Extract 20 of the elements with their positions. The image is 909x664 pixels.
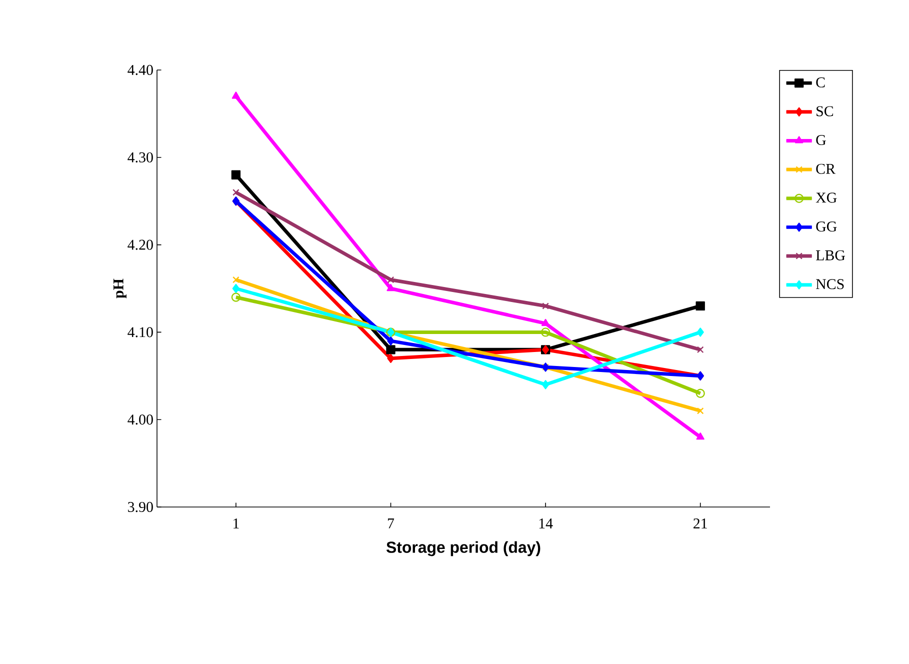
y-axis-title: pH: [114, 278, 126, 298]
x-tick-label: 7: [388, 518, 394, 528]
y-tick-label: 4.30: [128, 152, 153, 162]
y-tick-label: 4.40: [128, 64, 153, 76]
y-tick-label: 4.10: [128, 327, 153, 338]
x-axis-title: Storage period (day): [386, 541, 540, 556]
x-tick-label: 14: [539, 518, 553, 528]
legend-label: SC: [816, 106, 834, 116]
y-tick-label: 4.20: [128, 240, 153, 250]
legend-label: GG: [816, 221, 837, 232]
y-tick-label: 3.90: [128, 502, 153, 512]
x-tick-label: 1: [234, 518, 239, 528]
legend-label: C: [816, 77, 825, 88]
legend-label: LBG: [816, 250, 846, 260]
legend-label: XG: [816, 192, 837, 203]
x-tick-label: 21: [694, 518, 707, 528]
legend-label: CR: [816, 164, 836, 174]
y-tick-label: 4.00: [128, 414, 153, 425]
legend-label: NCS: [816, 279, 844, 290]
legend-label: G: [816, 135, 826, 146]
